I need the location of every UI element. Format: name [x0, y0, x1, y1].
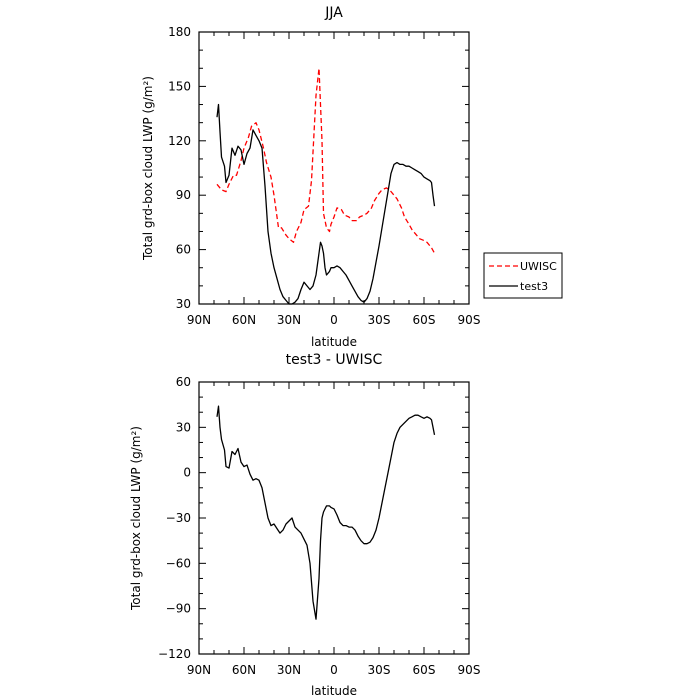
y-tick-label: 90 [176, 188, 191, 202]
legend: UWISC test3 [483, 252, 563, 299]
panel-bottom-series [216, 405, 436, 620]
panel-top-series [216, 67, 436, 305]
panel-bottom-x-ticks: 90N 60N 30N 0 30S 60S 90S [187, 382, 481, 677]
x-tick-label: 0 [330, 313, 338, 327]
series-line-test3 [216, 103, 436, 305]
legend-uwisc-label: UWISC [520, 260, 557, 273]
panel-bottom-y-axis-title: Total grd-box cloud LWP (g/m²) [129, 426, 143, 611]
y-tick-label: −30 [166, 511, 191, 525]
panel-top-x-ticks: 90N 60N 30N 0 30S 60S 90S [187, 32, 481, 327]
legend-box [483, 252, 563, 299]
x-tick-label: 30N [277, 663, 301, 677]
x-tick-label: 90N [187, 313, 211, 327]
y-tick-label: 120 [168, 134, 191, 148]
x-tick-label: 30N [277, 313, 301, 327]
x-tick-label: 30S [368, 313, 391, 327]
panel-top: JJA 90N 60N 30N 0 30S 60S 90S 306090120150180 … [141, 5, 563, 349]
x-tick-label: 90S [458, 663, 481, 677]
x-tick-label: 30S [368, 663, 391, 677]
y-tick-label: 30 [176, 297, 191, 311]
series-line-difference [216, 405, 436, 620]
x-tick-label: 0 [330, 663, 338, 677]
panel-bottom-x-axis-title: latitude [311, 684, 357, 698]
y-tick-label: 150 [168, 79, 191, 93]
x-tick-label: 60N [232, 663, 256, 677]
y-tick-label: 180 [168, 25, 191, 39]
x-tick-label: 60N [232, 313, 256, 327]
y-tick-label: 30 [176, 420, 191, 434]
y-tick-label: 0 [183, 466, 191, 480]
x-tick-label: 90S [458, 313, 481, 327]
legend-test3-label: test3 [520, 280, 548, 293]
y-tick-label: 60 [176, 243, 191, 257]
panel-bottom: test3 - UWISC 90N 60N 30N 0 30S 60S 90S −120 −9… [129, 352, 480, 698]
x-tick-label: 60S [413, 313, 436, 327]
panel-bottom-y-ticks: −120 −90 −60 −30 0 30 60 [158, 375, 469, 661]
x-tick-label: 60S [413, 663, 436, 677]
y-tick-label: −60 [166, 556, 191, 570]
y-tick-label: −120 [158, 647, 191, 661]
y-tick-label: −90 [166, 602, 191, 616]
panel-top-y-axis-title: Total grd-box cloud LWP (g/m²) [141, 76, 155, 261]
panel-top-title: JJA [324, 5, 343, 21]
panel-bottom-title: test3 - UWISC [286, 352, 383, 368]
panel-top-y-ticks: 30 60 90 120 150 180 [168, 25, 469, 311]
panel-top-x-axis-title: latitude [311, 335, 357, 349]
x-tick-label: 90N [187, 663, 211, 677]
series-line-uwisc [216, 67, 436, 254]
y-tick-label: 60 [176, 375, 191, 389]
